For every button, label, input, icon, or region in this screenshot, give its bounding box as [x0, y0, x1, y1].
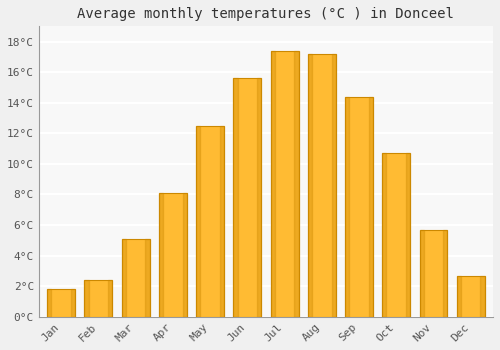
- Title: Average monthly temperatures (°C ) in Donceel: Average monthly temperatures (°C ) in Do…: [78, 7, 454, 21]
- Bar: [196, 126, 224, 317]
- Bar: [270, 51, 298, 317]
- Bar: [122, 239, 126, 317]
- Bar: [84, 280, 88, 317]
- Bar: [308, 54, 336, 317]
- Bar: [234, 78, 237, 317]
- Bar: [159, 193, 163, 317]
- Bar: [270, 51, 275, 317]
- Bar: [332, 54, 336, 317]
- Bar: [71, 289, 75, 317]
- Bar: [196, 126, 200, 317]
- Bar: [146, 239, 150, 317]
- Bar: [122, 239, 150, 317]
- Bar: [382, 153, 386, 317]
- Bar: [182, 193, 187, 317]
- Bar: [457, 275, 461, 317]
- Bar: [420, 230, 448, 317]
- Bar: [444, 230, 448, 317]
- Bar: [47, 289, 52, 317]
- Bar: [159, 193, 187, 317]
- Bar: [382, 153, 410, 317]
- Bar: [308, 54, 312, 317]
- Bar: [457, 275, 484, 317]
- Bar: [47, 289, 75, 317]
- Bar: [480, 275, 484, 317]
- Bar: [234, 78, 262, 317]
- Bar: [345, 97, 349, 317]
- Bar: [108, 280, 112, 317]
- Bar: [369, 97, 373, 317]
- Bar: [294, 51, 298, 317]
- Bar: [84, 280, 112, 317]
- Bar: [345, 97, 373, 317]
- Bar: [257, 78, 262, 317]
- Bar: [420, 230, 424, 317]
- Bar: [220, 126, 224, 317]
- Bar: [406, 153, 410, 317]
